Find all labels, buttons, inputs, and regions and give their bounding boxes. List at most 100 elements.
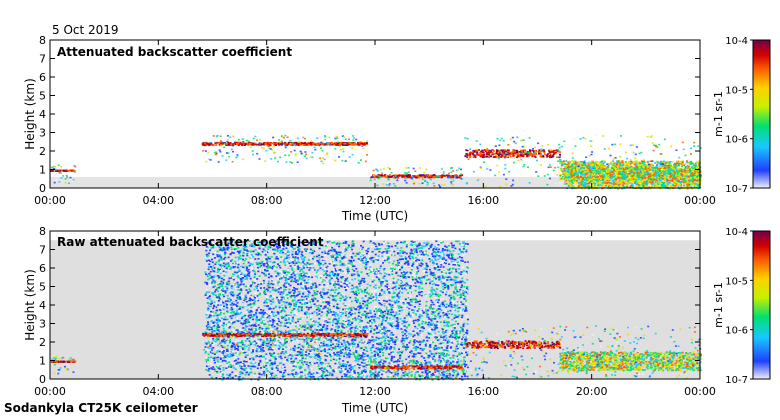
backscatter-cell	[521, 152, 523, 155]
backscatter-cell	[390, 351, 393, 354]
backscatter-cell	[563, 140, 566, 143]
backscatter-cell	[402, 174, 404, 176]
backscatter-cell	[293, 142, 296, 144]
backscatter-cell	[676, 180, 679, 183]
backscatter-cell	[290, 261, 293, 264]
backscatter-cell	[605, 173, 607, 176]
backscatter-cell	[573, 162, 576, 165]
backscatter-cell	[373, 176, 376, 179]
backscatter-cell	[439, 256, 442, 259]
backscatter-cell	[516, 152, 519, 155]
backscatter-cell	[296, 142, 299, 145]
backscatter-cell	[521, 164, 524, 167]
backscatter-cell	[425, 361, 428, 364]
backscatter-cell	[271, 149, 274, 151]
date-label: 5 Oct 2019	[52, 23, 119, 37]
backscatter-cell	[216, 326, 218, 328]
backscatter-cell	[595, 168, 598, 171]
backscatter-cell	[632, 155, 635, 157]
backscatter-cell	[491, 149, 494, 152]
backscatter-cell	[532, 148, 534, 150]
backscatter-cell	[427, 316, 430, 319]
backscatter-cell	[287, 251, 290, 253]
backscatter-cell	[351, 147, 354, 150]
backscatter-cell	[607, 168, 610, 170]
backscatter-cell	[643, 161, 646, 164]
backscatter-cell	[425, 182, 428, 185]
backscatter-cell	[295, 153, 297, 155]
backscatter-cell	[285, 161, 288, 163]
backscatter-cell	[626, 157, 629, 160]
backscatter-cell	[583, 161, 586, 164]
backscatter-cell	[207, 151, 210, 154]
backscatter-cell	[574, 179, 577, 181]
backscatter-cell	[407, 174, 410, 176]
backscatter-cell	[311, 151, 314, 154]
backscatter-cell	[548, 164, 551, 166]
backscatter-cell	[343, 144, 346, 146]
backscatter-cell	[268, 147, 271, 150]
backscatter-cell	[325, 155, 328, 158]
backscatter-cell	[616, 170, 619, 172]
backscatter-cell	[663, 167, 666, 169]
backscatter-cell	[352, 137, 355, 139]
backscatter-cell	[385, 176, 388, 178]
backscatter-cell	[607, 172, 609, 175]
backscatter-cell	[209, 158, 212, 160]
backscatter-cell	[472, 156, 475, 158]
backscatter-cell	[540, 154, 543, 156]
backscatter-cell	[425, 168, 428, 171]
backscatter-cell	[621, 183, 624, 185]
backscatter-cell	[627, 179, 630, 181]
backscatter-cell	[568, 161, 571, 163]
backscatter-cell	[559, 158, 562, 161]
backscatter-cell	[597, 177, 600, 179]
backscatter-cell	[637, 164, 640, 167]
backscatter-cell	[652, 179, 655, 181]
backscatter-cell	[244, 373, 247, 376]
backscatter-cell	[679, 160, 682, 163]
backscatter-cell	[235, 143, 238, 145]
backscatter-cell	[238, 143, 241, 145]
backscatter-cell	[675, 177, 678, 179]
backscatter-cell	[599, 176, 602, 178]
backscatter-cell	[627, 182, 630, 185]
backscatter-cell	[547, 166, 550, 169]
backscatter-cell	[619, 166, 622, 169]
backscatter-cell	[681, 164, 684, 166]
backscatter-cell	[617, 181, 620, 183]
backscatter-cell	[343, 136, 346, 138]
backscatter-cell	[639, 167, 642, 170]
backscatter-cell	[294, 146, 297, 148]
backscatter-cell	[434, 315, 437, 318]
backscatter-cell	[55, 179, 58, 182]
backscatter-cell	[614, 177, 617, 179]
backscatter-cell	[651, 186, 653, 188]
backscatter-cell	[582, 167, 585, 169]
backscatter-cell	[581, 172, 584, 174]
backscatter-cell	[454, 305, 457, 308]
backscatter-cell	[209, 143, 212, 146]
backscatter-cell	[539, 153, 542, 156]
backscatter-cell	[568, 180, 571, 182]
backscatter-cell	[504, 153, 507, 156]
backscatter-cell	[564, 175, 567, 178]
backscatter-cell	[624, 151, 627, 154]
backscatter-cell	[685, 168, 688, 170]
backscatter-cell	[246, 142, 249, 145]
backscatter-cell	[599, 175, 601, 177]
backscatter-cell	[338, 145, 341, 147]
backscatter-cell	[338, 282, 341, 285]
backscatter-cell	[359, 261, 362, 263]
backscatter-cell	[618, 177, 621, 179]
backscatter-cell	[618, 169, 621, 172]
backscatter-cell	[326, 142, 329, 144]
backscatter-cell	[580, 186, 583, 189]
backscatter-cell	[654, 176, 657, 179]
backscatter-cell	[201, 144, 204, 146]
backscatter-cell	[388, 183, 391, 185]
backscatter-cell	[658, 167, 661, 169]
backscatter-cell	[686, 164, 689, 167]
backscatter-cell	[629, 179, 632, 182]
bottom-heatmap	[50, 240, 702, 381]
